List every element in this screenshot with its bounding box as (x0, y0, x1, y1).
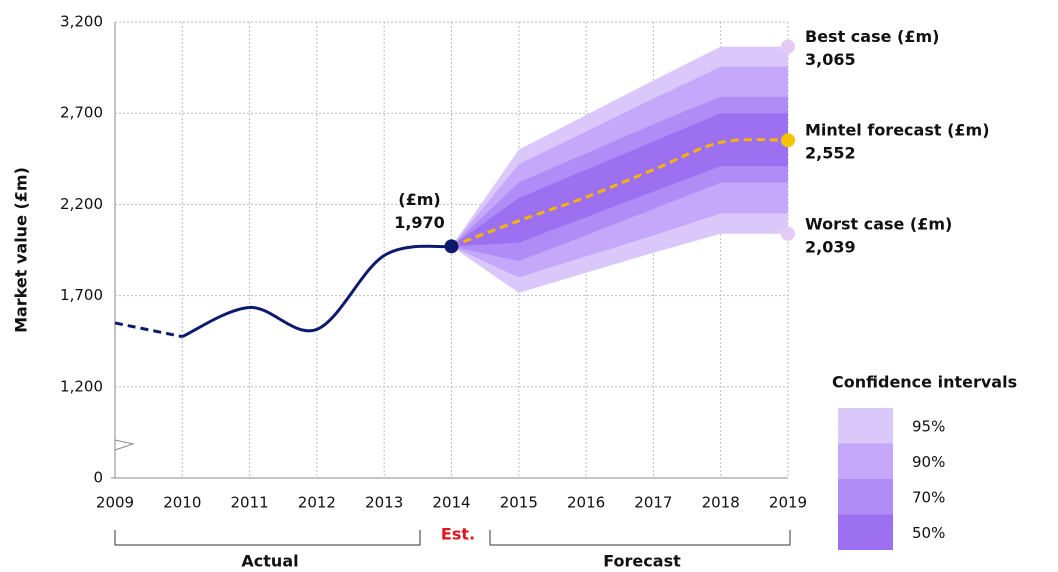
y-tick-label: 1,700 (60, 286, 103, 304)
confidence-band (451, 113, 788, 247)
legend-label: 95% (912, 418, 945, 436)
y-tick-label: 2,700 (60, 104, 103, 122)
point-marker (781, 39, 795, 54)
x-tick-label: 2010 (163, 494, 201, 512)
x-tick-label: 2009 (96, 494, 134, 512)
point-label: Mintel forecast (£m) (805, 121, 990, 140)
x-tick-label: 2017 (634, 494, 672, 512)
point-value: 2,039 (805, 237, 856, 256)
point-label: Best case (£m) (805, 27, 939, 46)
x-tick-label: 2014 (432, 494, 470, 512)
period-label: Forecast (603, 552, 681, 571)
point-value: 3,065 (805, 50, 856, 69)
x-tick-label: 2018 (702, 494, 740, 512)
legend-label: 90% (912, 453, 945, 471)
legend-swatch (838, 408, 893, 444)
x-tick-label: 2013 (365, 494, 403, 512)
y-tick-label: 0 (93, 469, 103, 487)
period-label: Actual (241, 552, 298, 571)
point-marker (781, 133, 795, 148)
x-tick-label: 2016 (567, 494, 605, 512)
axis-break (114, 439, 135, 458)
point-value: 2,552 (805, 144, 856, 163)
point-marker (781, 226, 795, 241)
point-label: Worst case (£m) (805, 214, 952, 233)
line (181, 244, 452, 339)
legend-swatch (838, 514, 893, 550)
x-tick-label: 2012 (298, 494, 336, 512)
y-axis-label: Market value (£m) (12, 167, 31, 333)
legend-swatch (838, 443, 893, 479)
y-tick-label: 3,200 (60, 13, 103, 31)
point-value: 1,970 (394, 213, 445, 232)
y-tick-label: 2,200 (60, 195, 103, 213)
legend-swatch (838, 479, 893, 515)
period-bracket (114, 530, 791, 546)
line (114, 321, 183, 339)
x-tick-label: 2015 (500, 494, 538, 512)
est-label: Est. (441, 525, 475, 544)
y-tick-label: 1,200 (60, 377, 103, 395)
point-marker (444, 239, 459, 254)
point-label: (£m) (398, 190, 440, 209)
legend-label: 70% (912, 489, 945, 507)
x-tick-label: 2019 (769, 494, 807, 512)
x-tick-label: 2011 (231, 494, 269, 512)
legend-title: Confidence intervals (832, 373, 1017, 392)
legend-label: 50% (912, 524, 945, 542)
